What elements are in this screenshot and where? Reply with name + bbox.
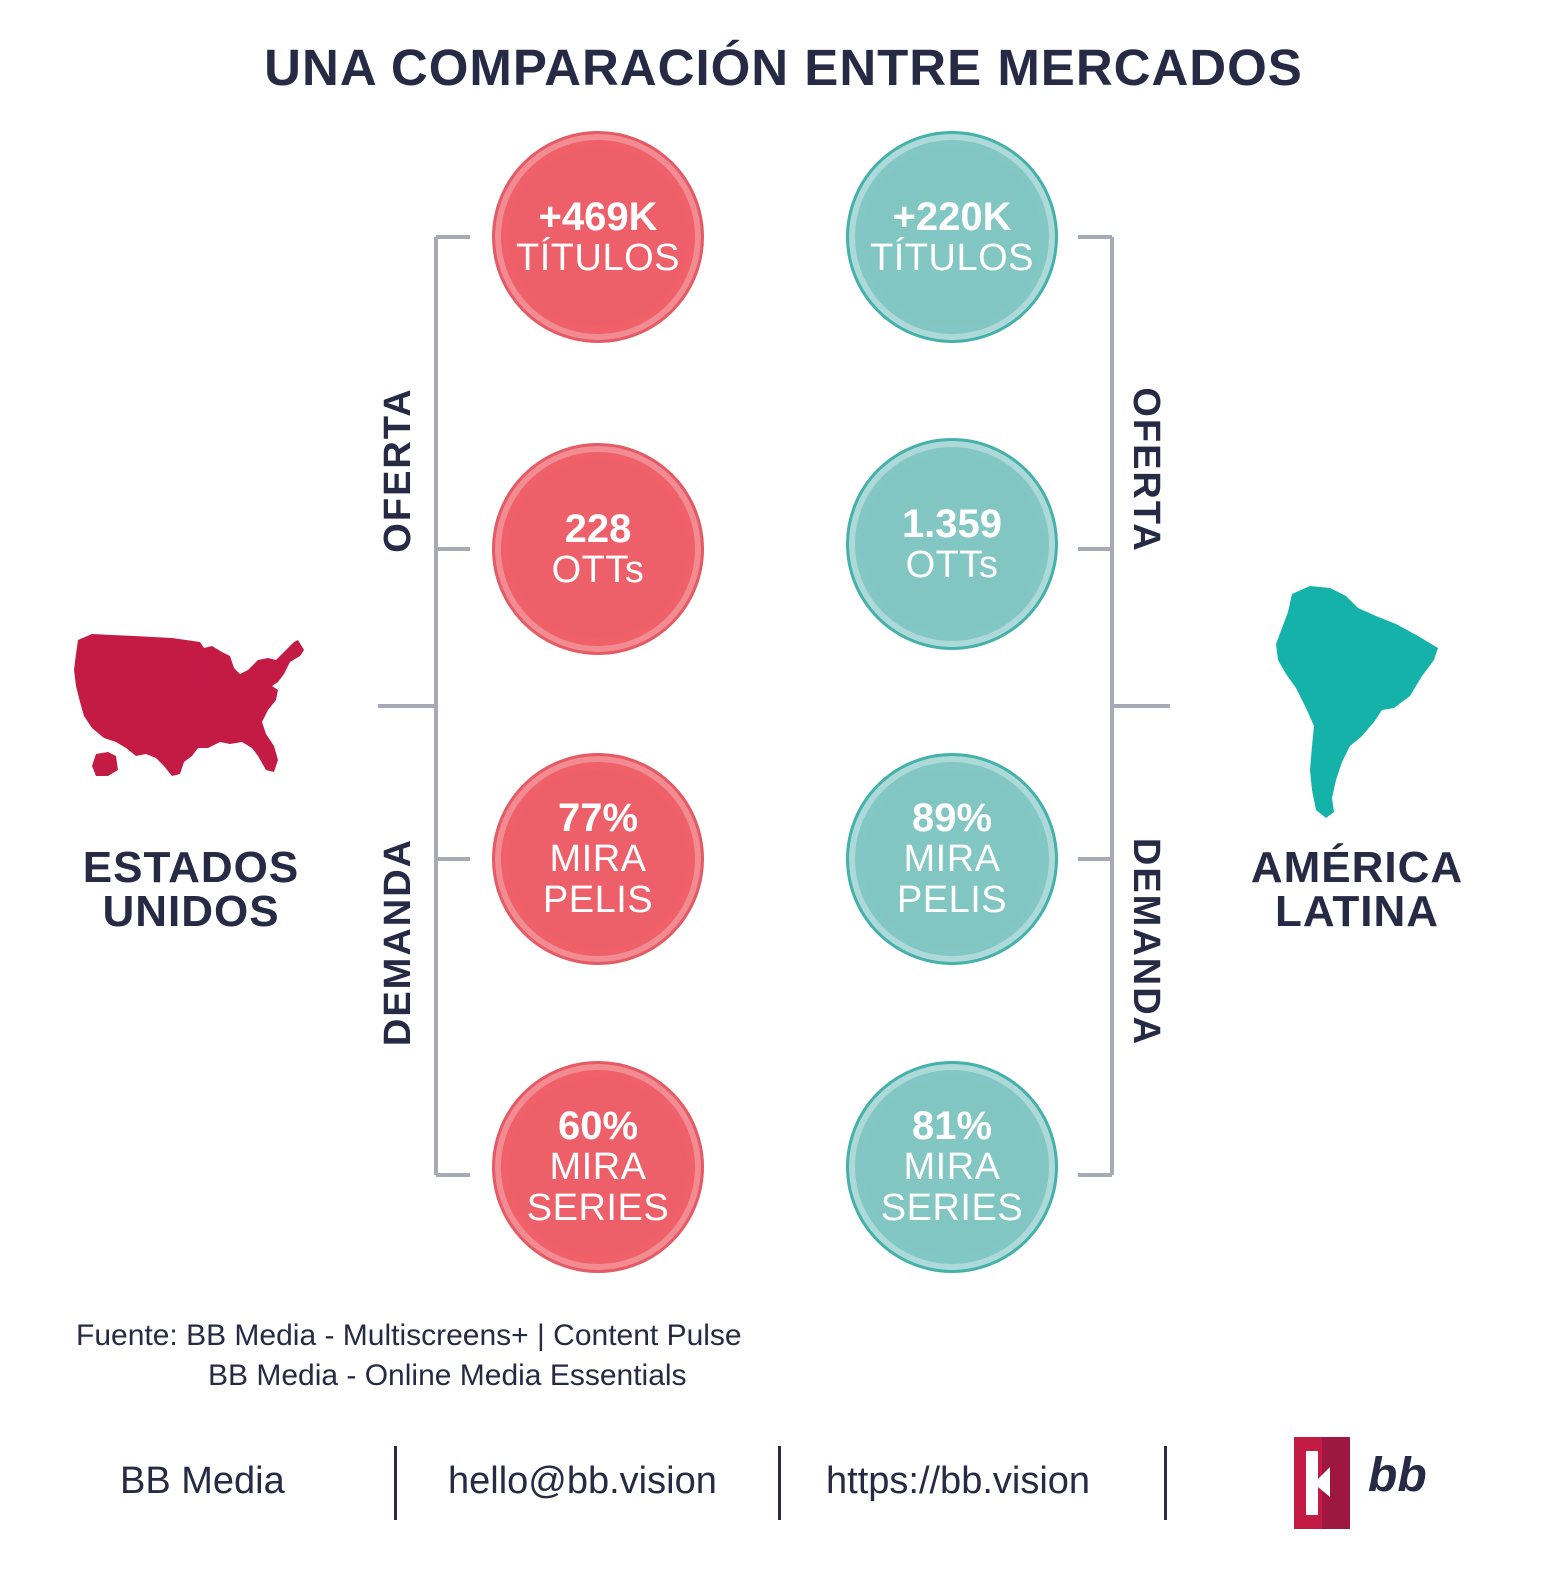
us-otts-circle: 228 OTTs [492, 443, 704, 655]
usa-map-icon [74, 634, 304, 776]
stat-label: PELIS [896, 879, 1008, 921]
stat-value: +220K [892, 194, 1012, 239]
stat-value: 81% [911, 1104, 993, 1148]
stat-value: 77% [557, 796, 639, 840]
stat-value: 228 [564, 506, 632, 551]
stat-label: PELIS [542, 879, 654, 921]
footer-email-link[interactable]: hello@bb.vision [448, 1460, 717, 1502]
bb-logo-text: bb [1368, 1449, 1427, 1502]
stat-value: +469K [538, 194, 658, 239]
page-title: UNA COMPARACIÓN ENTRE MERCADOS [264, 39, 1303, 96]
footer-divider [1164, 1446, 1167, 1520]
region-line: ESTADOS [82, 843, 300, 892]
region-line: LATINA [1274, 887, 1440, 936]
demanda-label-right: DEMANDA [1125, 837, 1167, 1047]
footer-divider [394, 1446, 397, 1520]
latam-series-circle: 81% MIRA SERIES [846, 1061, 1058, 1273]
latam-titles-circle: +220K TÍTULOS [846, 131, 1058, 343]
footer-divider [778, 1446, 781, 1520]
stat-value: 1.359 [901, 501, 1003, 546]
latam-movies-circle: 89% MIRA PELIS [846, 753, 1058, 965]
south-america-map-icon [1276, 586, 1438, 818]
source-note: Fuente: BB Media - Multiscreens+ | Conte… [76, 1316, 742, 1396]
stat-label: SERIES [526, 1187, 670, 1229]
footer-url-link[interactable]: https://bb.vision [826, 1460, 1091, 1502]
oferta-label-left: OFERTA [377, 387, 419, 553]
bb-logo-icon [1294, 1437, 1350, 1529]
latam-region-name: AMÉRICA LATINA [1222, 846, 1492, 934]
oferta-label-right: OFERTA [1125, 387, 1167, 553]
stat-value: 89% [911, 796, 993, 840]
region-line: UNIDOS [102, 887, 280, 936]
region-line: AMÉRICA [1250, 843, 1464, 892]
stat-value: 60% [557, 1104, 639, 1148]
stat-label: SERIES [880, 1187, 1024, 1229]
stat-label: MIRA [549, 838, 647, 880]
stat-label: OTTs [905, 543, 999, 586]
footer-company: BB Media [120, 1460, 285, 1502]
stat-label: MIRA [903, 1146, 1001, 1188]
us-series-circle: 60% MIRA SERIES [492, 1061, 704, 1273]
us-movies-circle: 77% MIRA PELIS [492, 753, 704, 965]
stat-label: TÍTULOS [516, 236, 680, 279]
stat-label: MIRA [903, 838, 1001, 880]
stat-label: OTTs [551, 548, 645, 591]
latam-otts-circle: 1.359 OTTs [846, 438, 1058, 650]
source-line: BB Media - Online Media Essentials [208, 1359, 687, 1392]
demanda-label-left: DEMANDA [377, 837, 419, 1047]
source-line: Fuente: BB Media - Multiscreens+ | Conte… [76, 1319, 742, 1352]
stat-label: TÍTULOS [870, 236, 1034, 279]
stat-label: MIRA [549, 1146, 647, 1188]
us-region-name: ESTADOS UNIDOS [56, 846, 326, 934]
us-titles-circle: +469K TÍTULOS [492, 131, 704, 343]
